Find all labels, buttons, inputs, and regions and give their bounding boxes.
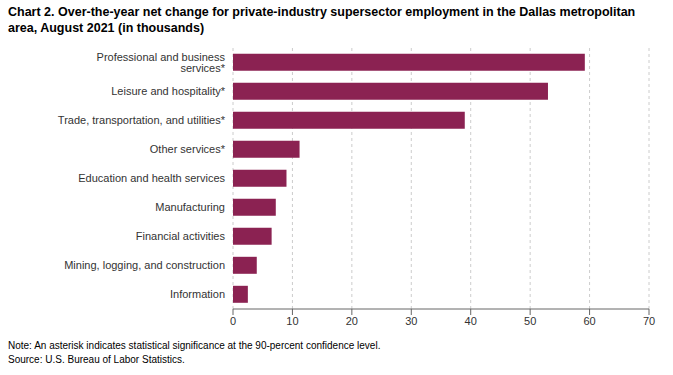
svg-text:Education and health services: Education and health services [78,172,225,184]
svg-text:Trade, transportation, and uti: Trade, transportation, and utilities* [58,114,226,126]
svg-text:70: 70 [643,315,655,327]
svg-text:Mining, logging, and construct: Mining, logging, and construction [64,259,225,271]
svg-text:10: 10 [286,315,298,327]
svg-text:50: 50 [524,315,536,327]
svg-text:Manufacturing: Manufacturing [155,201,225,213]
svg-text:20: 20 [346,315,358,327]
svg-text:60: 60 [583,315,595,327]
svg-text:Professional and businessservi: Professional and businessservices* [97,51,226,74]
html-text:Chart 2. Over-the-year net cha: Chart 2. Over-the-year net change for pr… [8,5,636,35]
svg-text:Leisure and hospitality*: Leisure and hospitality* [111,85,225,97]
svg-text:0: 0 [230,315,236,327]
svg-text:Financial activities: Financial activities [136,230,226,242]
svg-text:30: 30 [405,315,417,327]
svg-text:Other services*: Other services* [150,143,226,155]
html-text:Note: An asterisk indicates st: Note: An asterisk indicates statistical … [8,340,381,351]
svg-text:Information: Information [170,288,225,300]
html-text:Source: U.S. Bureau of Labor S: Source: U.S. Bureau of Labor Statistics. [8,354,185,365]
svg-text:40: 40 [465,315,477,327]
